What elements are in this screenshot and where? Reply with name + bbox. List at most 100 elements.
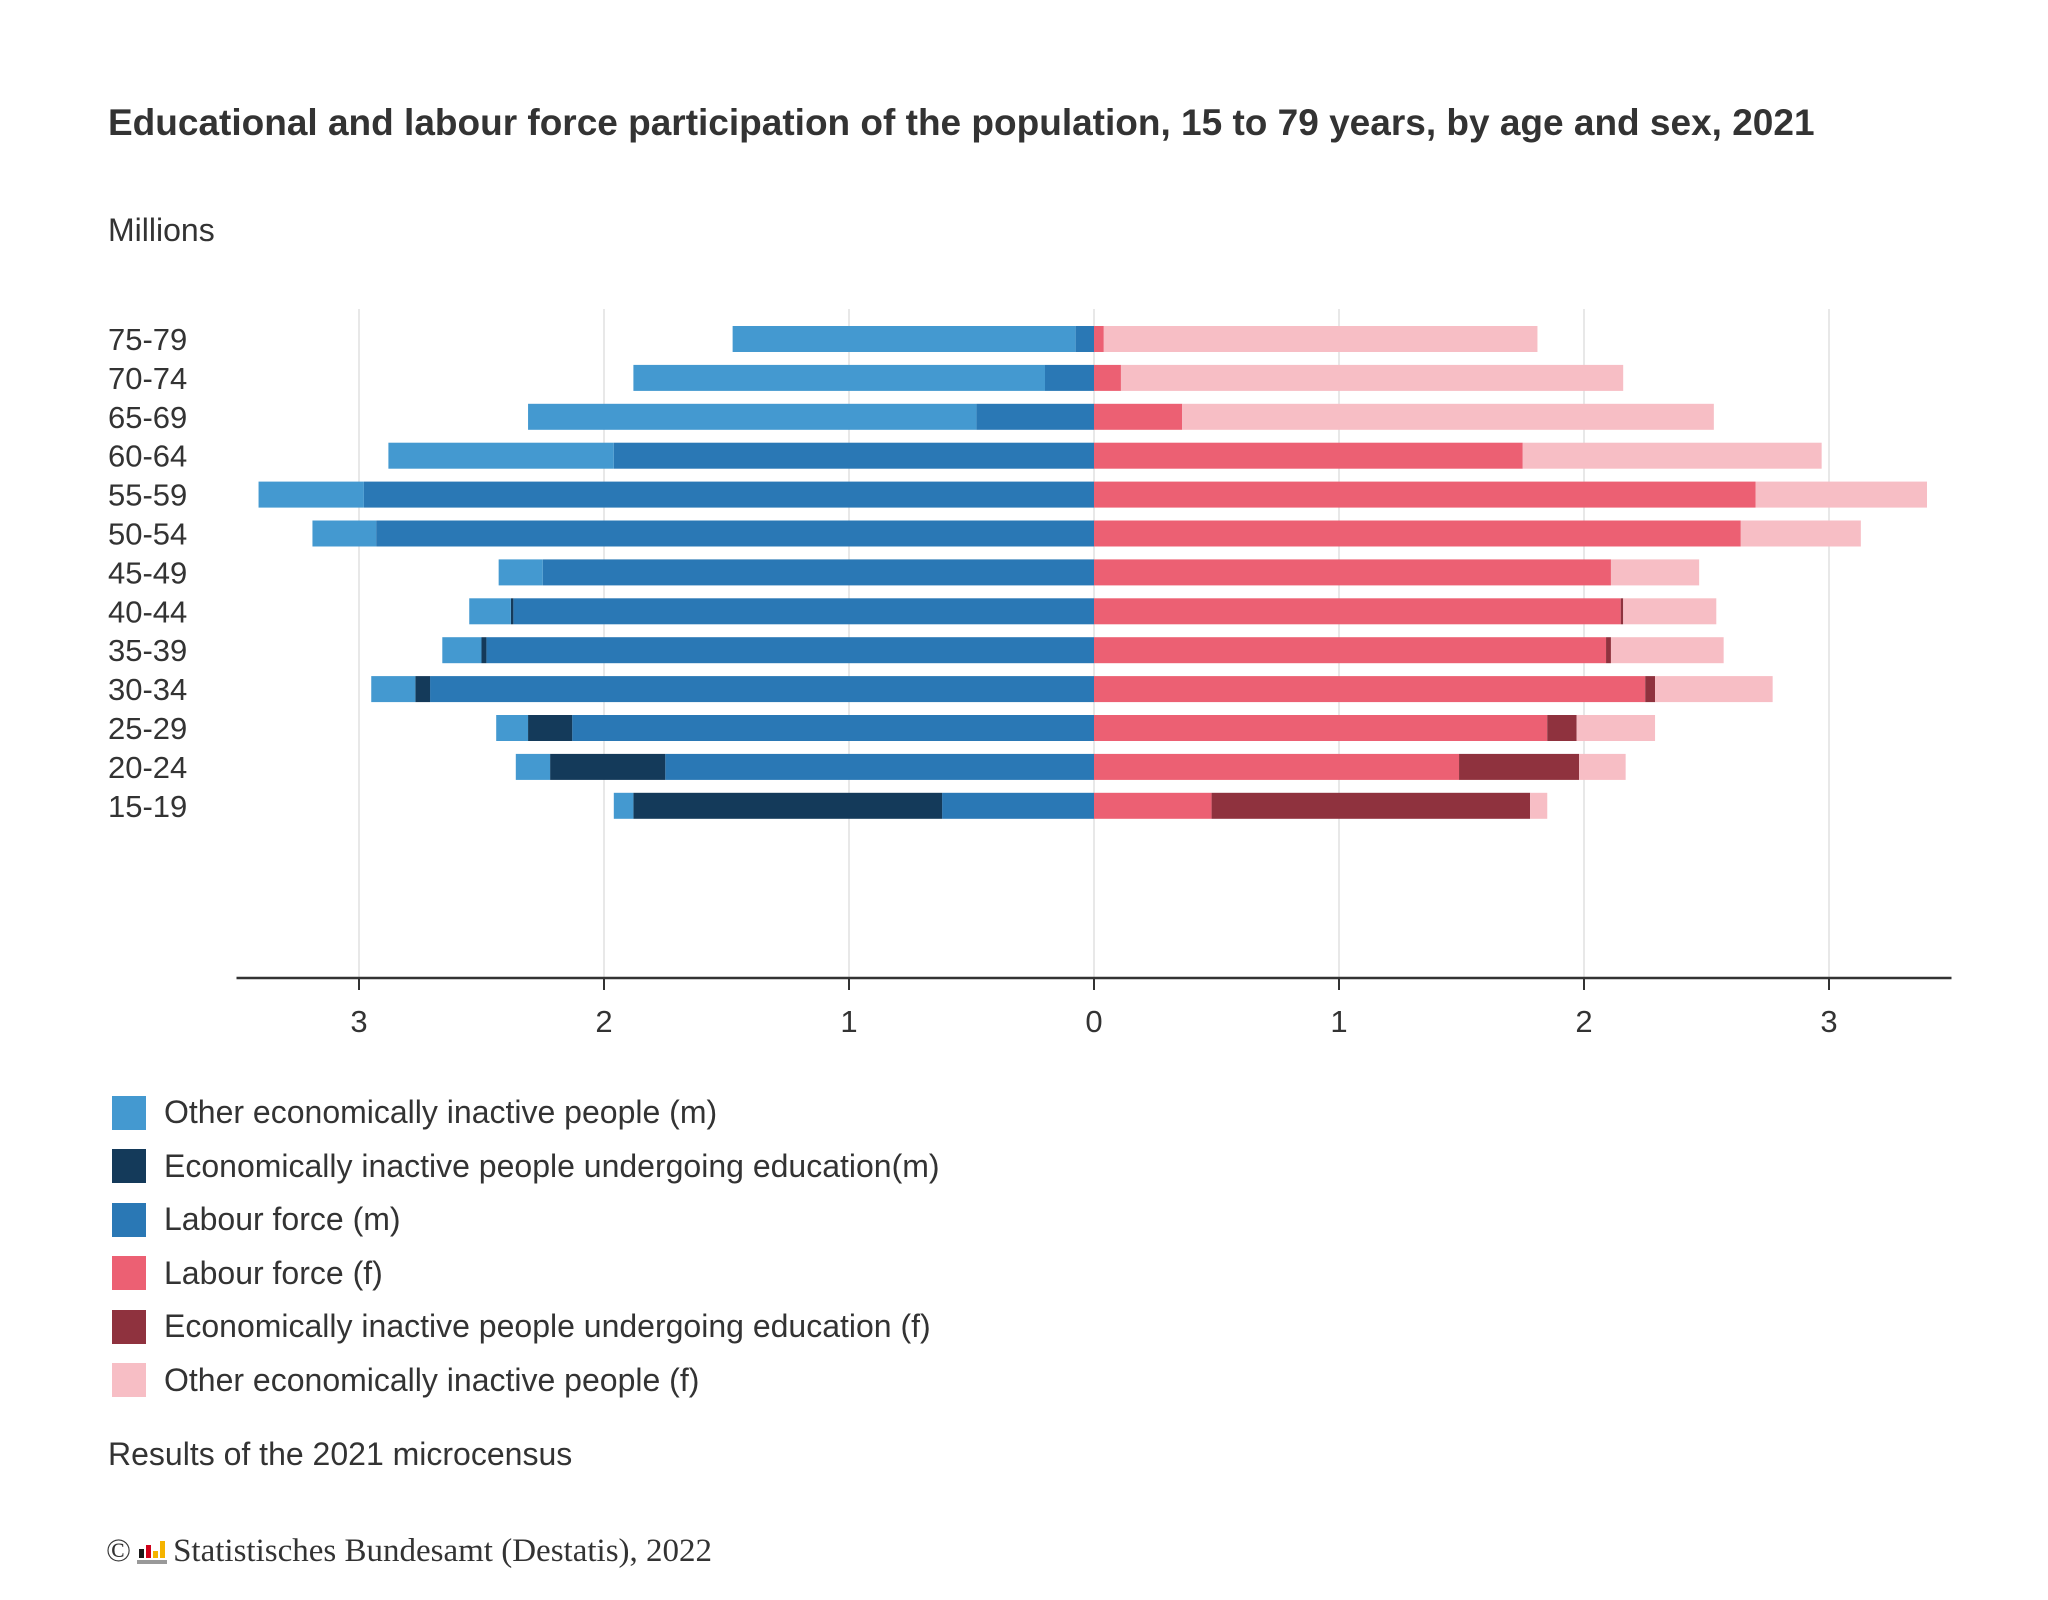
bar-segment-2 — [430, 676, 1094, 703]
category-label: 20-24 — [108, 750, 187, 785]
category-label: 45-49 — [108, 555, 187, 590]
bar-segment-2 — [376, 520, 1094, 547]
bar-segment-2 — [1045, 364, 1094, 391]
bar-segment-2 — [976, 403, 1094, 430]
bar-segment-3 — [1094, 559, 1611, 586]
bar-segment-5 — [1610, 559, 1700, 586]
legend-swatch — [112, 1202, 146, 1237]
bar-segment-3 — [1094, 792, 1212, 819]
bar-segment-3 — [1094, 326, 1104, 352]
category-label: 75-79 — [108, 322, 187, 357]
category-label: 50-54 — [108, 517, 187, 552]
bar-segment-4 — [1211, 792, 1531, 819]
legend-label: Other economically inactive people (m) — [164, 1094, 718, 1131]
bar-segment-5 — [1576, 715, 1656, 741]
credit: © Statistisches Bundesamt (Destatis), 20… — [106, 1533, 712, 1570]
category-label: 35-39 — [108, 633, 187, 668]
bar-segment-5 — [1103, 326, 1538, 352]
bar-segment-2 — [486, 637, 1094, 664]
bar-segment-5 — [1182, 403, 1714, 430]
x-tick-label: 0 — [1085, 1004, 1102, 1039]
bar-segment-2 — [363, 481, 1094, 508]
bar-segment-0 — [498, 559, 543, 586]
legend-swatch — [112, 1256, 146, 1291]
bar-segment-4 — [1645, 676, 1656, 703]
bar-segment-4 — [1620, 598, 1624, 625]
chart-subtitle: Millions — [108, 212, 215, 248]
chart-title: Educational and labour force participati… — [108, 102, 1815, 143]
bar-segment-2 — [613, 442, 1094, 469]
x-tick-label: 3 — [1820, 1004, 1837, 1039]
bar-segment-5 — [1120, 364, 1624, 391]
x-tick-label: 2 — [595, 1004, 612, 1039]
bar-segment-4 — [1606, 637, 1611, 664]
bar-segment-0 — [528, 403, 977, 430]
bar-segment-0 — [312, 520, 377, 547]
bar-segment-0 — [388, 442, 614, 469]
bar-segment-5 — [1655, 676, 1773, 703]
legend-label: Labour force (m) — [164, 1201, 401, 1238]
bar-segment-4 — [1459, 753, 1580, 780]
credit-text: Statistisches Bundesamt (Destatis), 2022 — [173, 1533, 713, 1569]
bar-segment-2 — [1075, 326, 1094, 352]
bar-segment-3 — [1094, 403, 1183, 430]
legend-item[interactable]: Economically inactive people undergoing … — [112, 1300, 940, 1354]
legend-label: Economically inactive people undergoing … — [164, 1308, 931, 1345]
x-tick-label: 1 — [1330, 1004, 1347, 1039]
bar-segment-5 — [1755, 481, 1927, 508]
x-tick-label: 2 — [1575, 1004, 1592, 1039]
bar-segment-1 — [481, 637, 487, 664]
legend-item[interactable]: Labour force (f) — [112, 1247, 940, 1301]
category-label: 15-19 — [108, 789, 187, 824]
legend-swatch — [112, 1309, 146, 1344]
bar-segment-1 — [528, 715, 573, 741]
bar-segment-0 — [496, 715, 529, 741]
bar-segment-3 — [1094, 753, 1460, 780]
legend-item[interactable]: Economically inactive people undergoing … — [112, 1140, 940, 1194]
legend-swatch — [112, 1149, 146, 1184]
bar-segment-3 — [1094, 715, 1548, 741]
bar-segment-1 — [633, 792, 943, 819]
bar-segment-5 — [1740, 520, 1861, 547]
bar-segment-0 — [515, 753, 551, 780]
bar-segment-5 — [1530, 792, 1548, 819]
category-label: 40-44 — [108, 594, 187, 629]
legend-item[interactable]: Other economically inactive people (f) — [112, 1354, 940, 1408]
legend-label: Labour force (f) — [164, 1254, 383, 1291]
destatis-logo-icon — [137, 1540, 168, 1564]
bar-segment-5 — [1623, 598, 1717, 625]
bar-segment-0 — [613, 792, 634, 819]
source-note: Results of the 2021 microcensus — [108, 1436, 573, 1472]
bar-segment-1 — [415, 676, 431, 703]
legend-label: Economically inactive people undergoing … — [164, 1147, 940, 1184]
bar-segment-0 — [371, 676, 416, 703]
bar-segment-3 — [1094, 481, 1756, 508]
bar-segment-2 — [942, 792, 1094, 819]
category-label: 30-34 — [108, 672, 187, 707]
legend-label: Other economically inactive people (f) — [164, 1361, 700, 1398]
x-tick-label: 1 — [840, 1004, 857, 1039]
category-label: 70-74 — [108, 361, 187, 396]
bar-segment-5 — [1579, 753, 1626, 780]
bar-segment-1 — [510, 598, 514, 625]
bar-segment-5 — [1610, 637, 1724, 664]
x-tick-label: 3 — [350, 1004, 367, 1039]
bar-segment-3 — [1094, 598, 1621, 625]
legend-item[interactable]: Labour force (m) — [112, 1193, 940, 1247]
bar-segment-2 — [572, 715, 1094, 741]
bar-segment-3 — [1094, 676, 1646, 703]
bar-segment-3 — [1094, 520, 1741, 547]
bar-segment-0 — [732, 326, 1076, 352]
legend-item[interactable]: Other economically inactive people (m) — [112, 1086, 940, 1140]
bar-segment-2 — [542, 559, 1094, 586]
bar-segment-1 — [550, 753, 666, 780]
category-label: 65-69 — [108, 400, 187, 435]
bar-segment-2 — [665, 753, 1094, 780]
category-label: 55-59 — [108, 478, 187, 513]
legend-swatch — [112, 1095, 146, 1130]
bar-segment-3 — [1094, 364, 1121, 391]
bar-segment-0 — [469, 598, 511, 625]
bar-segment-3 — [1094, 637, 1607, 664]
legend-swatch — [112, 1363, 146, 1398]
